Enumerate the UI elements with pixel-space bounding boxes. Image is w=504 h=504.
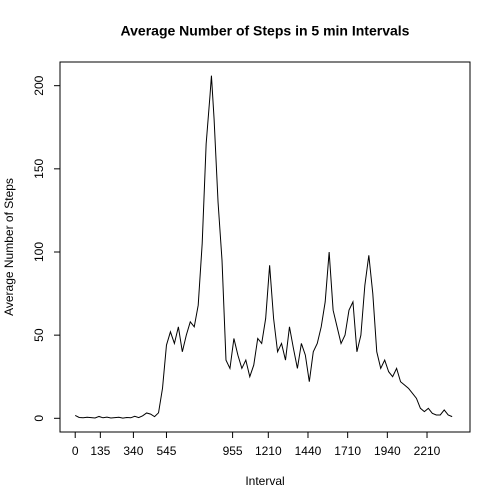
x-axis-label: Interval bbox=[245, 474, 284, 488]
x-tick-label: 1440 bbox=[295, 444, 322, 458]
series-line bbox=[74, 75, 453, 419]
y-tick-label: 0 bbox=[32, 415, 46, 422]
y-tick-label: 200 bbox=[32, 75, 46, 95]
chart-title: Average Number of Steps in 5 min Interva… bbox=[121, 23, 410, 39]
x-tick-label: 340 bbox=[123, 444, 143, 458]
y-tick-label: 100 bbox=[32, 242, 46, 262]
x-tick-label: 545 bbox=[156, 444, 176, 458]
plot-box bbox=[59, 61, 471, 433]
x-tick-label: 0 bbox=[72, 444, 79, 458]
x-tick-label: 135 bbox=[90, 444, 110, 458]
x-tick-label: 2210 bbox=[414, 444, 441, 458]
x-tick-label: 1710 bbox=[334, 444, 361, 458]
x-tick-label: 1940 bbox=[374, 444, 401, 458]
x-tick-label: 1210 bbox=[255, 444, 282, 458]
y-tick-label: 150 bbox=[32, 159, 46, 179]
x-tick-label: 955 bbox=[223, 444, 243, 458]
y-axis-label: Average Number of Steps bbox=[2, 178, 16, 316]
y-tick-label: 50 bbox=[32, 328, 46, 342]
